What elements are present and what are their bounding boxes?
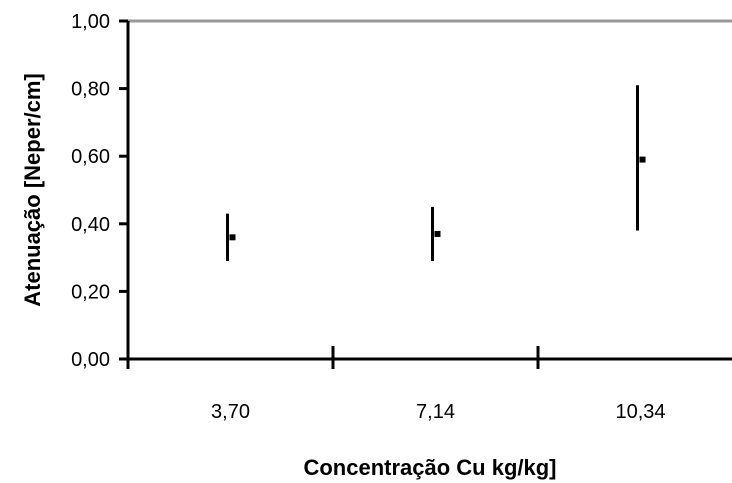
- x-axis-title: Concentração Cu kg/kg]: [303, 455, 556, 480]
- y-tick-label: 0,20: [71, 281, 110, 303]
- x-tick-label: 10,34: [615, 401, 665, 423]
- data-point: [639, 156, 646, 163]
- plot-frame: [126, 19, 732, 361]
- data-points: [226, 85, 646, 261]
- y-tick-label: 0,40: [71, 214, 110, 236]
- y-tick-label: 0,60: [71, 146, 110, 168]
- y-axis-ticks: 0,00 0,20 0,40 0,60 0,80 1,00: [71, 11, 128, 371]
- x-tick-label: 7,14: [416, 401, 455, 423]
- y-tick-label: 0,80: [71, 79, 110, 101]
- y-axis-title: Atenuação [Neper/cm]: [20, 73, 45, 307]
- x-axis-ticks: 3,70 7,14 10,34: [126, 346, 666, 423]
- y-tick-label: 0,00: [71, 349, 110, 371]
- y-tick-label: 1,00: [71, 11, 110, 33]
- data-point: [229, 234, 236, 241]
- data-point: [434, 230, 441, 237]
- x-tick-label: 3,70: [211, 401, 250, 423]
